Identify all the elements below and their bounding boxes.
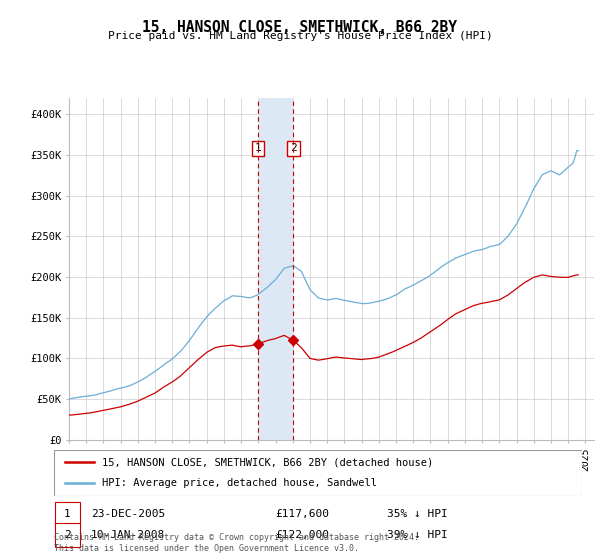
Text: 2: 2 <box>64 530 71 540</box>
Text: 1: 1 <box>64 509 71 519</box>
Text: £117,600: £117,600 <box>276 509 330 519</box>
Text: Contains HM Land Registry data © Crown copyright and database right 2024.
This d: Contains HM Land Registry data © Crown c… <box>54 533 419 553</box>
Text: 1: 1 <box>254 143 261 153</box>
Text: 35% ↓ HPI: 35% ↓ HPI <box>386 509 448 519</box>
Bar <box>55 523 80 548</box>
Bar <box>258 98 293 440</box>
Text: Price paid vs. HM Land Registry's House Price Index (HPI): Price paid vs. HM Land Registry's House … <box>107 31 493 41</box>
Text: 15, HANSON CLOSE, SMETHWICK, B66 2BY: 15, HANSON CLOSE, SMETHWICK, B66 2BY <box>143 20 458 35</box>
Bar <box>55 502 80 526</box>
Text: 23-DEC-2005: 23-DEC-2005 <box>91 509 165 519</box>
Text: HPI: Average price, detached house, Sandwell: HPI: Average price, detached house, Sand… <box>101 478 377 488</box>
Text: 2: 2 <box>290 143 297 153</box>
Text: 39% ↓ HPI: 39% ↓ HPI <box>386 530 448 540</box>
Text: £122,000: £122,000 <box>276 530 330 540</box>
Text: 10-JAN-2008: 10-JAN-2008 <box>91 530 165 540</box>
Text: 15, HANSON CLOSE, SMETHWICK, B66 2BY (detached house): 15, HANSON CLOSE, SMETHWICK, B66 2BY (de… <box>101 457 433 467</box>
